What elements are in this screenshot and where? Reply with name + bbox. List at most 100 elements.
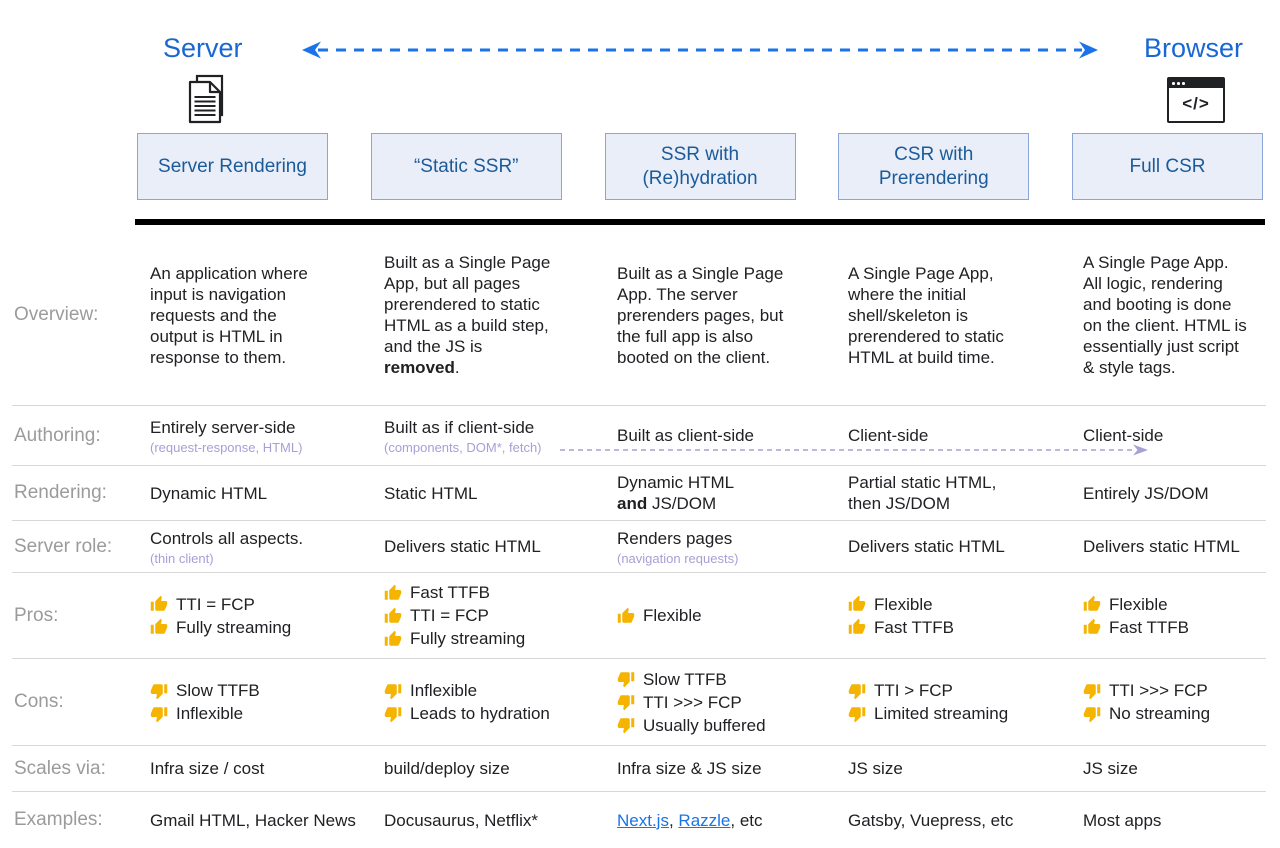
cell-scales_via-col4: JS size bbox=[848, 758, 1083, 779]
cell-pros-col4: Flexible Fast TTFB bbox=[848, 593, 1083, 639]
example-link[interactable]: Razzle bbox=[678, 810, 731, 830]
con-item: No streaming bbox=[1083, 702, 1250, 725]
spectrum-divider-bar bbox=[135, 219, 1265, 225]
cell-cons-col5: TTI >>> FCP No streaming bbox=[1083, 679, 1266, 725]
con-item: Inflexible bbox=[384, 679, 601, 702]
thumb-down-icon bbox=[848, 683, 866, 699]
cell-subtext: (request-response, HTML) bbox=[150, 439, 303, 455]
thumb-up-icon bbox=[1083, 618, 1101, 634]
cell-scales_via-col5: JS size bbox=[1083, 758, 1266, 779]
cell-pros-col5: Flexible Fast TTFB bbox=[1083, 593, 1266, 639]
thumb-down-icon bbox=[617, 695, 635, 711]
cell-text: build/deploy size bbox=[384, 759, 510, 778]
cell-text: Entirely server-side bbox=[150, 417, 296, 437]
cell-examples-col2: Docusaurus, Netflix* bbox=[384, 810, 617, 831]
cell-server_role-col5: Delivers static HTML bbox=[1083, 536, 1266, 557]
cell-scales_via-col1: Infra size / cost bbox=[150, 758, 384, 779]
cell-authoring-col1: Entirely server-side (request-response, H… bbox=[150, 417, 384, 455]
pro-item: Flexible bbox=[1083, 593, 1250, 616]
table-row-overview: Overview: An application where input is n… bbox=[12, 225, 1266, 406]
cell-text: Next.js, Razzle, etc bbox=[617, 810, 763, 830]
thumb-up-icon bbox=[150, 618, 168, 634]
cell-rendering-col3: Dynamic HTML and JS/DOM bbox=[617, 472, 848, 514]
cell-text: Built as if client-side bbox=[384, 417, 535, 437]
row-label-cons: Cons: bbox=[14, 691, 64, 712]
cell-subtext: (thin client) bbox=[150, 550, 214, 566]
thumb-down-icon bbox=[1083, 683, 1101, 699]
cell-examples-col3: Next.js, Razzle, etc bbox=[617, 810, 848, 831]
row-label-server_role: Server role: bbox=[14, 535, 113, 557]
thumb-down-icon bbox=[1083, 706, 1101, 722]
thumb-up-icon bbox=[150, 595, 168, 611]
cell-text: A Single Page App. All logic, rendering … bbox=[1083, 253, 1247, 377]
con-item: TTI >>> FCP bbox=[617, 691, 832, 714]
row-label-scales_via: Scales via: bbox=[14, 757, 106, 779]
column-headers: Server Rendering “Static SSR” SSR with (Re… bbox=[137, 133, 1263, 200]
cell-text: A Single Page App, where the initial she… bbox=[848, 263, 1004, 367]
cell-authoring-col4: Client-side bbox=[848, 425, 1083, 446]
cell-text: Dynamic HTML and JS/DOM bbox=[617, 473, 735, 513]
example-link[interactable]: Next.js bbox=[617, 810, 669, 830]
pro-item: TTI = FCP bbox=[384, 604, 601, 627]
thumb-up-icon bbox=[1083, 595, 1101, 611]
table-row-examples: Examples: Gmail HTML, Hacker News Docusaur… bbox=[12, 792, 1266, 848]
cell-examples-col5: Most apps bbox=[1083, 810, 1266, 831]
cell-server_role-col1: Controls all aspects. (thin client) bbox=[150, 528, 384, 566]
thumb-down-icon bbox=[384, 683, 402, 699]
con-item: Inflexible bbox=[150, 702, 368, 725]
cell-text: JS size bbox=[848, 759, 903, 778]
cell-text: Controls all aspects. bbox=[150, 528, 304, 548]
row-label-examples: Examples: bbox=[14, 809, 103, 830]
pro-item: Flexible bbox=[848, 593, 1067, 616]
cell-text: Entirely JS/DOM bbox=[1083, 483, 1209, 503]
thumb-up-icon bbox=[384, 607, 402, 623]
column-header-server-rendering: Server Rendering bbox=[137, 133, 328, 200]
thumb-down-icon bbox=[617, 718, 635, 734]
cell-pros-col1: TTI = FCP Fully streaming bbox=[150, 593, 384, 639]
table-row-server_role: Server role: Controls all aspects. (thin c… bbox=[12, 521, 1266, 573]
cell-text: Built as a Single Page App. The server p… bbox=[617, 263, 784, 367]
cell-cons-col3: Slow TTFB TTI >>> FCP Usually buffered bbox=[617, 668, 848, 737]
cell-text: Client-side bbox=[1083, 426, 1164, 445]
cell-overview-col4: A Single Page App, where the initial she… bbox=[848, 263, 1083, 368]
cell-cons-col4: TTI > FCP Limited streaming bbox=[848, 679, 1083, 725]
column-header-csr-with-prerendering: CSR with Prerendering bbox=[838, 133, 1030, 200]
cell-overview-col2: Built as a Single Page App, but all page… bbox=[384, 252, 617, 378]
cell-server_role-col3: Renders pages (navigation requests) bbox=[617, 528, 848, 566]
browser-endpoint-label: Browser bbox=[1144, 33, 1244, 63]
column-header-ssr-with-rehydration: SSR with (Re)hydration bbox=[604, 133, 796, 200]
column-header-static-ssr: “Static SSR” bbox=[370, 133, 562, 200]
cell-cons-col1: Slow TTFB Inflexible bbox=[150, 679, 384, 725]
code-glyph: </> bbox=[1182, 93, 1210, 113]
con-item: Usually buffered bbox=[617, 714, 832, 737]
thumb-down-icon bbox=[848, 706, 866, 722]
thumb-up-icon bbox=[617, 607, 635, 623]
pro-item: Fast TTFB bbox=[384, 581, 601, 604]
table-row-scales_via: Scales via: Infra size / cost build/deploy… bbox=[12, 746, 1266, 792]
pro-item: Fast TTFB bbox=[1083, 616, 1250, 639]
thumb-down-icon bbox=[150, 683, 168, 699]
con-item: Slow TTFB bbox=[617, 668, 832, 691]
pro-item: Flexible bbox=[617, 604, 832, 627]
cell-authoring-col3: Built as client-side bbox=[617, 425, 848, 446]
cell-text: Infra size / cost bbox=[150, 759, 265, 778]
pro-item: Fully streaming bbox=[384, 627, 601, 650]
comparison-table: Overview: An application where input is n… bbox=[12, 225, 1266, 848]
cell-examples-col1: Gmail HTML, Hacker News bbox=[150, 810, 384, 831]
pro-item: Fast TTFB bbox=[848, 616, 1067, 639]
row-label-overview: Overview: bbox=[14, 304, 99, 325]
cell-examples-col4: Gatsby, Vuepress, etc bbox=[848, 810, 1083, 831]
cell-scales_via-col2: build/deploy size bbox=[384, 758, 617, 779]
cell-text: Dynamic HTML bbox=[150, 483, 268, 503]
con-item: Leads to hydration bbox=[384, 702, 601, 725]
row-label-pros: Pros: bbox=[14, 604, 59, 626]
con-item: TTI > FCP bbox=[848, 679, 1067, 702]
cell-rendering-col1: Dynamic HTML bbox=[150, 483, 384, 504]
cell-rendering-col5: Entirely JS/DOM bbox=[1083, 483, 1266, 504]
cell-text: Gatsby, Vuepress, etc bbox=[848, 810, 1014, 830]
cell-overview-col3: Built as a Single Page App. The server p… bbox=[617, 263, 848, 368]
cell-text: Delivers static HTML bbox=[1083, 537, 1240, 556]
cell-authoring-col5: Client-side bbox=[1083, 425, 1266, 446]
row-label-rendering: Rendering: bbox=[14, 482, 107, 503]
